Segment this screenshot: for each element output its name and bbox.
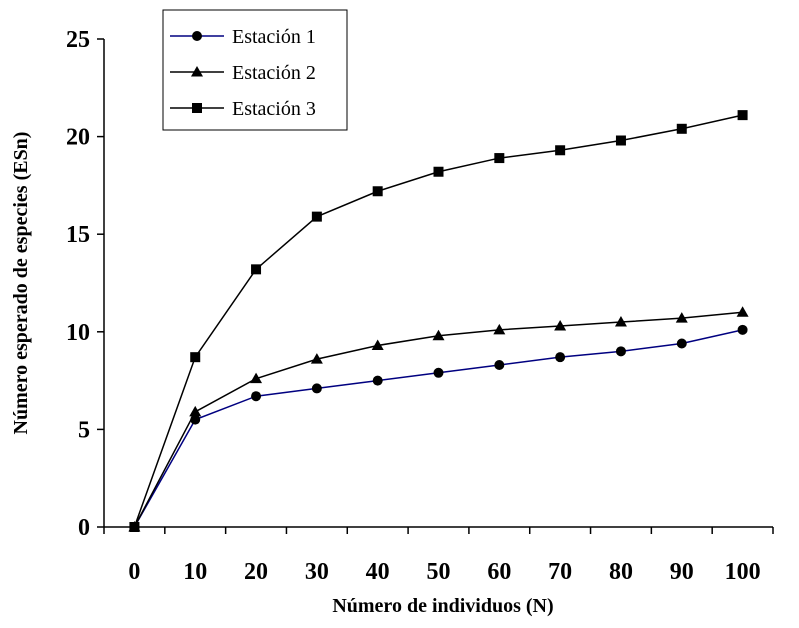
data-point (372, 375, 383, 386)
data-point (615, 135, 626, 146)
data-point (615, 346, 626, 357)
data-point (310, 353, 323, 364)
x-tick-label: 80 (609, 559, 633, 585)
x-tick-label: 50 (427, 559, 451, 585)
data-point (494, 359, 505, 370)
data-point (129, 522, 140, 532)
data-point (311, 211, 322, 222)
data-point (190, 352, 201, 363)
series-1 (129, 324, 748, 532)
data-point (675, 312, 688, 323)
x-tick-label: 30 (305, 559, 329, 585)
data-point (251, 391, 262, 402)
x-tick-label: 60 (487, 559, 511, 585)
data-point (554, 319, 567, 331)
legend-marker (191, 66, 203, 77)
legend-item: Estación 3 (170, 98, 316, 120)
x-tick-label: 90 (670, 559, 694, 585)
data-point (371, 339, 384, 350)
legend-label: Estación 3 (232, 98, 316, 120)
data-point (614, 316, 627, 327)
data-point (737, 110, 748, 121)
series-line (133, 114, 743, 528)
x-axis-label: Número de individuos (N) (332, 595, 553, 617)
legend-item: Estación 1 (170, 26, 316, 48)
data-point (433, 367, 444, 378)
series-3 (129, 110, 748, 532)
legend-label: Estación 2 (232, 62, 316, 84)
legend-item: Estación 2 (170, 62, 316, 84)
y-tick-label: 20 (66, 125, 90, 151)
data-point (372, 186, 383, 197)
data-point (555, 145, 566, 156)
y-tick-label: 25 (66, 27, 90, 53)
x-tick-label: 70 (548, 559, 572, 585)
data-point (737, 324, 748, 335)
data-point (433, 166, 444, 177)
data-point (251, 264, 262, 275)
data-point (432, 329, 445, 341)
y-tick-label: 0 (78, 515, 90, 541)
legend-marker (192, 31, 202, 41)
y-tick-label: 5 (78, 417, 90, 443)
y-tick-label: 15 (66, 222, 90, 248)
legend-marker (192, 103, 202, 113)
x-tick-label: 100 (725, 559, 761, 585)
series-line (133, 329, 743, 528)
x-tick-label: 40 (366, 559, 390, 585)
series-2 (128, 306, 749, 532)
data-point (555, 352, 566, 363)
legend: Estación 1 Estación 2 Estación 3 (162, 9, 348, 131)
data-point (676, 123, 687, 134)
data-point (493, 323, 506, 335)
x-tick-label: 10 (183, 559, 207, 585)
y-axis-label: Número esperado de especies (ESn) (10, 132, 32, 435)
data-point (494, 153, 505, 164)
x-tick-label: 0 (128, 559, 140, 585)
data-point (189, 405, 202, 417)
data-point (676, 338, 687, 349)
y-tick-label: 10 (66, 320, 90, 346)
x-tick-label: 20 (244, 559, 268, 585)
series-line (133, 311, 743, 528)
legend-label: Estación 1 (232, 26, 316, 48)
data-point (736, 306, 749, 317)
data-point (311, 383, 322, 394)
data-point (250, 372, 263, 384)
